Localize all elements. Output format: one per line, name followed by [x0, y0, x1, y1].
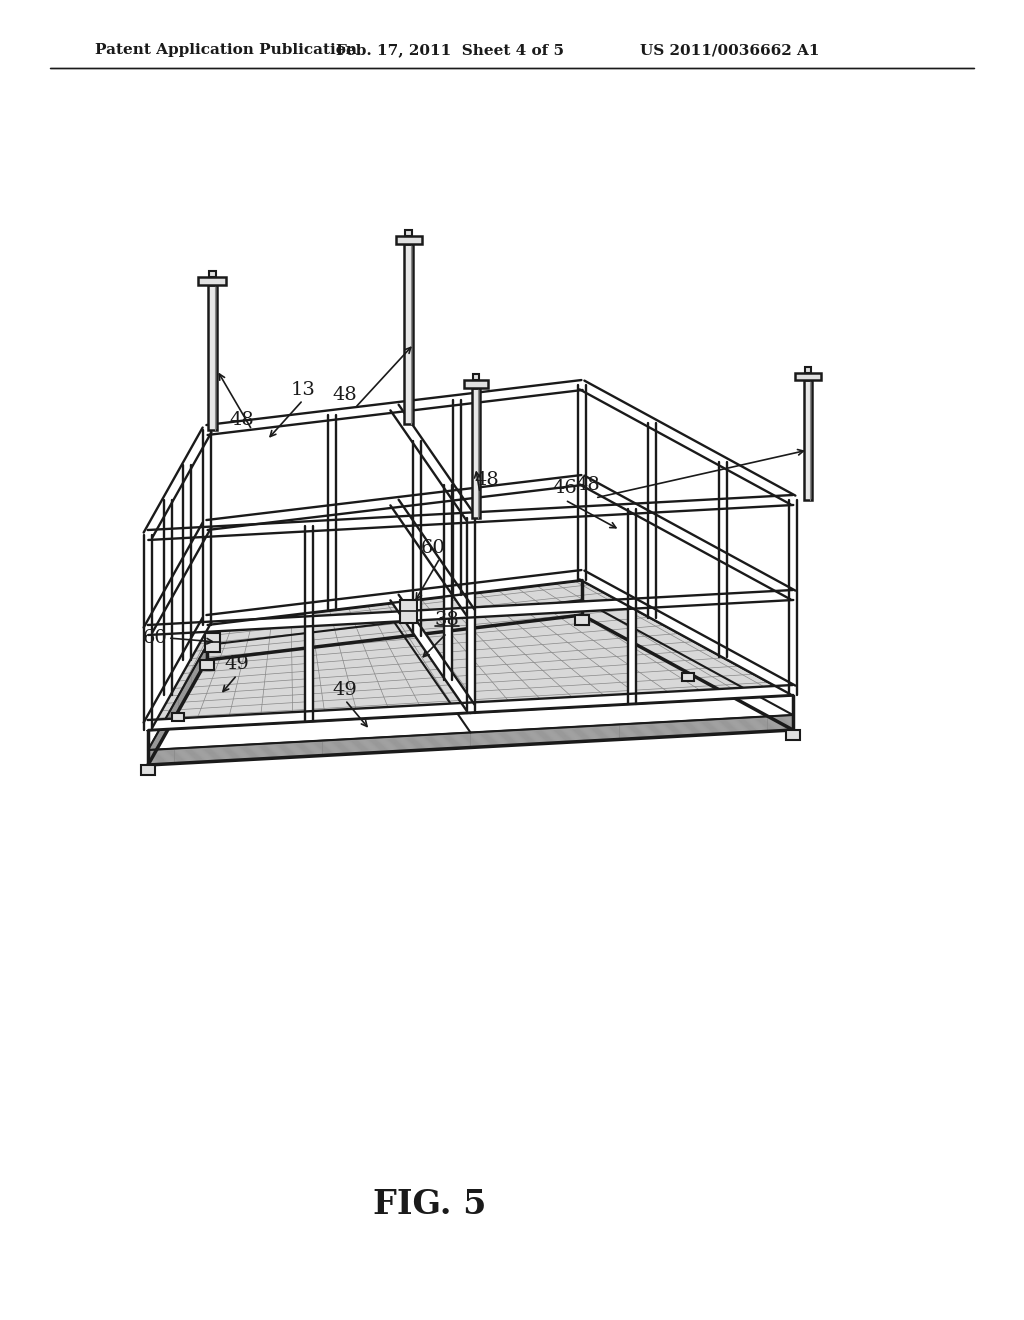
Text: Feb. 17, 2011  Sheet 4 of 5: Feb. 17, 2011 Sheet 4 of 5	[336, 44, 564, 57]
Polygon shape	[207, 475, 583, 529]
Polygon shape	[453, 400, 461, 595]
FancyBboxPatch shape	[400, 599, 418, 623]
Bar	[805, 367, 811, 374]
Polygon shape	[443, 484, 452, 680]
FancyBboxPatch shape	[205, 632, 219, 652]
Text: FIG. 5: FIG. 5	[374, 1188, 486, 1221]
Polygon shape	[207, 570, 583, 624]
Polygon shape	[147, 495, 794, 540]
Polygon shape	[164, 500, 172, 696]
Text: US 2011/0036662 A1: US 2011/0036662 A1	[640, 44, 819, 57]
Bar	[396, 236, 422, 244]
Polygon shape	[148, 715, 793, 766]
Bar	[198, 277, 226, 285]
Bar	[200, 660, 214, 671]
Polygon shape	[580, 380, 796, 504]
Bar	[795, 374, 821, 380]
Polygon shape	[580, 570, 796, 694]
Polygon shape	[390, 594, 474, 710]
Bar	[208, 285, 216, 430]
Polygon shape	[147, 590, 794, 635]
Text: Patent Application Publication: Patent Application Publication	[95, 44, 357, 57]
Text: 48: 48	[229, 411, 254, 429]
Polygon shape	[305, 527, 313, 721]
Polygon shape	[719, 462, 727, 656]
Text: 48: 48	[475, 471, 500, 488]
Text: 48: 48	[333, 385, 357, 404]
Polygon shape	[390, 405, 474, 520]
Bar	[786, 730, 800, 741]
Polygon shape	[328, 414, 336, 610]
Text: 49: 49	[224, 655, 250, 673]
Bar	[464, 380, 487, 388]
Text: 46: 46	[553, 479, 578, 498]
Bar	[141, 766, 155, 775]
Polygon shape	[790, 500, 797, 696]
Polygon shape	[143, 428, 211, 537]
Text: 60: 60	[421, 539, 445, 557]
Bar	[804, 380, 812, 500]
Bar	[171, 713, 183, 721]
Polygon shape	[467, 517, 474, 713]
Polygon shape	[390, 500, 474, 615]
Polygon shape	[148, 602, 470, 730]
Bar	[472, 374, 478, 380]
Bar	[406, 230, 413, 236]
Polygon shape	[148, 645, 207, 766]
Bar	[471, 388, 479, 517]
Polygon shape	[414, 441, 421, 635]
Text: 49: 49	[333, 681, 357, 700]
Polygon shape	[580, 475, 796, 599]
Polygon shape	[143, 523, 211, 632]
Polygon shape	[578, 385, 586, 579]
Bar	[404, 244, 414, 424]
Bar	[575, 615, 589, 624]
Polygon shape	[648, 424, 656, 618]
Text: 60: 60	[142, 630, 167, 647]
Bar	[682, 672, 693, 681]
Polygon shape	[183, 465, 191, 660]
Text: 13: 13	[291, 381, 315, 399]
Polygon shape	[144, 535, 152, 730]
Bar	[209, 271, 215, 277]
Polygon shape	[143, 618, 211, 727]
Polygon shape	[394, 579, 793, 713]
Polygon shape	[628, 508, 636, 704]
Polygon shape	[203, 430, 211, 624]
Text: 38: 38	[434, 611, 460, 630]
Text: 48: 48	[575, 477, 600, 494]
Polygon shape	[147, 685, 794, 730]
Polygon shape	[207, 380, 583, 436]
